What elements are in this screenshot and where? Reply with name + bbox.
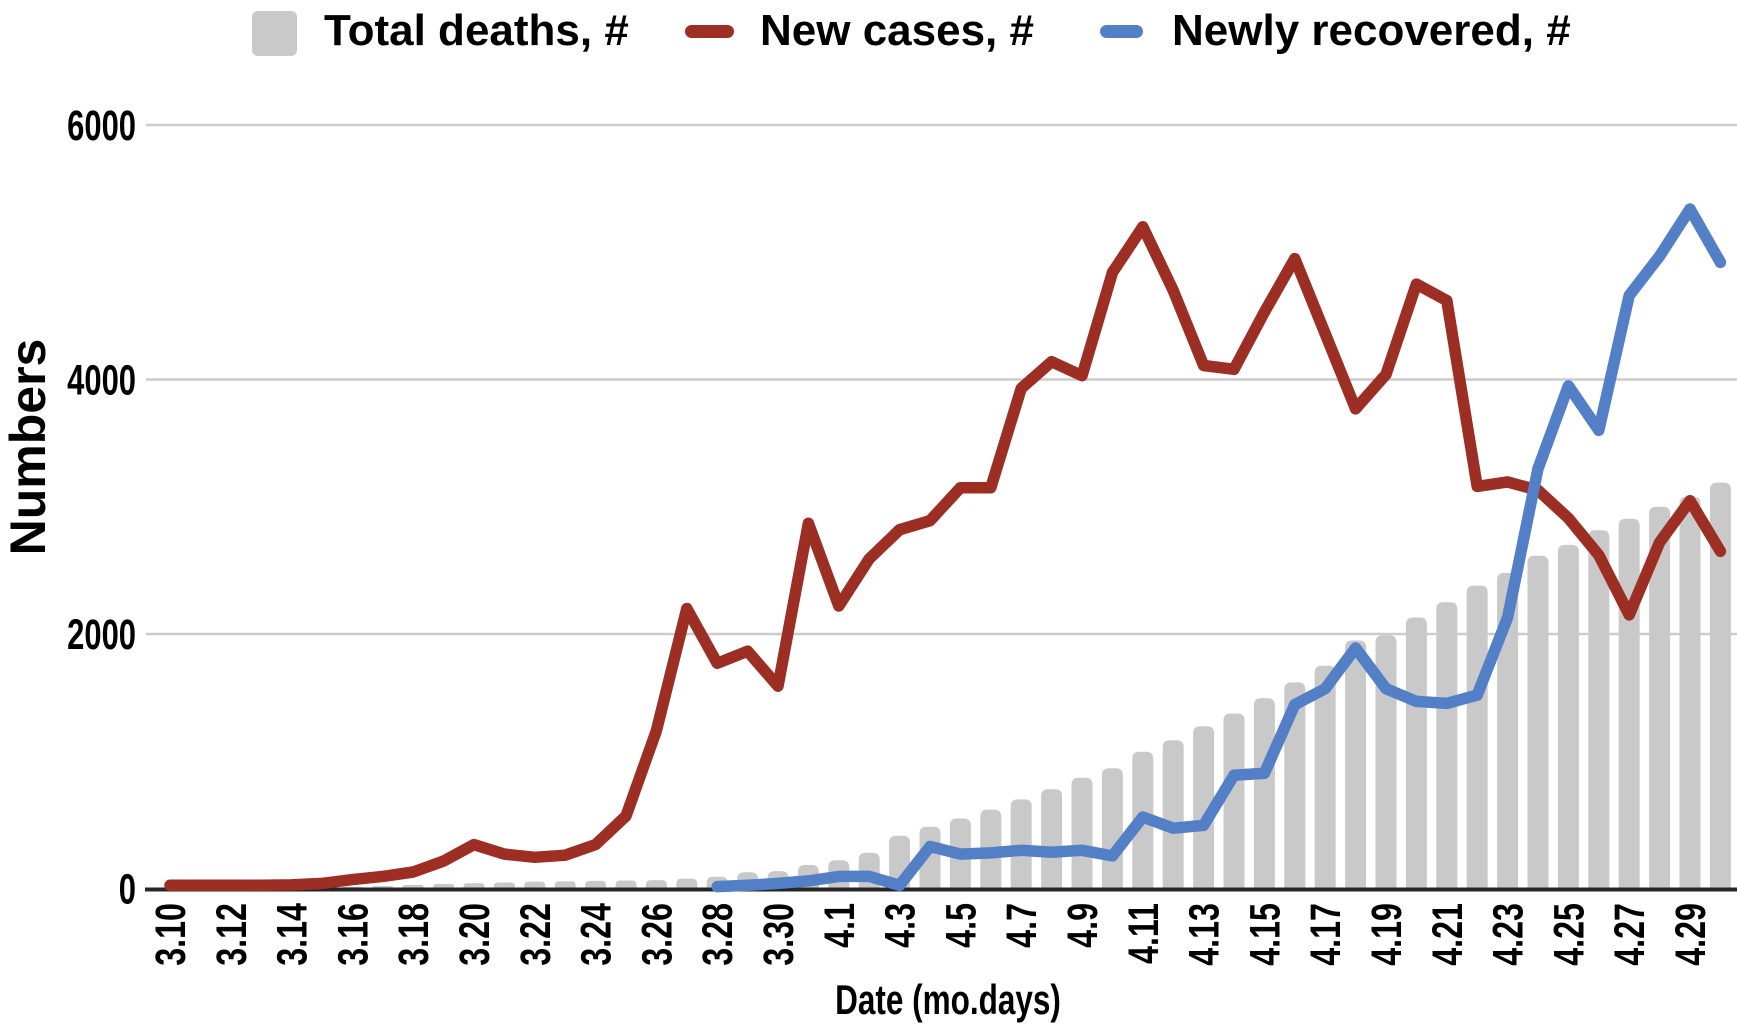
svg-text:3.18: 3.18 bbox=[391, 903, 439, 966]
svg-text:4.23: 4.23 bbox=[1485, 903, 1533, 966]
svg-text:3.24: 3.24 bbox=[573, 903, 621, 966]
svg-text:4.11: 4.11 bbox=[1120, 903, 1168, 964]
svg-text:4.17: 4.17 bbox=[1303, 903, 1351, 966]
svg-text:4.3: 4.3 bbox=[877, 903, 925, 948]
svg-text:3.14: 3.14 bbox=[269, 903, 317, 966]
svg-text:3.20: 3.20 bbox=[452, 903, 500, 966]
svg-text:New cases, #: New cases, # bbox=[760, 6, 1034, 55]
svg-text:4.13: 4.13 bbox=[1181, 903, 1229, 966]
svg-text:4.5: 4.5 bbox=[938, 903, 986, 948]
svg-text:4.15: 4.15 bbox=[1242, 903, 1290, 966]
svg-text:3.10: 3.10 bbox=[148, 903, 196, 966]
svg-text:3.22: 3.22 bbox=[512, 903, 560, 966]
svg-text:3.28: 3.28 bbox=[695, 903, 743, 966]
svg-text:3.12: 3.12 bbox=[208, 903, 256, 966]
svg-text:0: 0 bbox=[119, 864, 136, 912]
svg-text:4.29: 4.29 bbox=[1668, 903, 1716, 966]
svg-text:Newly recovered, #: Newly recovered, # bbox=[1172, 6, 1571, 55]
svg-text:3.26: 3.26 bbox=[634, 903, 682, 966]
svg-text:4.21: 4.21 bbox=[1424, 903, 1472, 966]
svg-text:Numbers: Numbers bbox=[0, 339, 56, 556]
svg-text:Total deaths, #: Total deaths, # bbox=[324, 6, 629, 55]
svg-text:2000: 2000 bbox=[67, 610, 136, 658]
svg-text:4.7: 4.7 bbox=[999, 903, 1047, 948]
svg-text:4.9: 4.9 bbox=[1060, 903, 1108, 948]
svg-text:4.1: 4.1 bbox=[816, 903, 864, 948]
svg-text:4.27: 4.27 bbox=[1607, 903, 1655, 966]
svg-text:4.19: 4.19 bbox=[1364, 903, 1412, 966]
svg-text:6000: 6000 bbox=[67, 101, 136, 149]
svg-text:4000: 4000 bbox=[67, 355, 136, 403]
svg-text:3.16: 3.16 bbox=[330, 903, 378, 966]
svg-text:4.25: 4.25 bbox=[1546, 903, 1594, 966]
svg-text:Date (mo.days): Date (mo.days) bbox=[835, 976, 1061, 1024]
svg-text:3.30: 3.30 bbox=[756, 903, 804, 966]
